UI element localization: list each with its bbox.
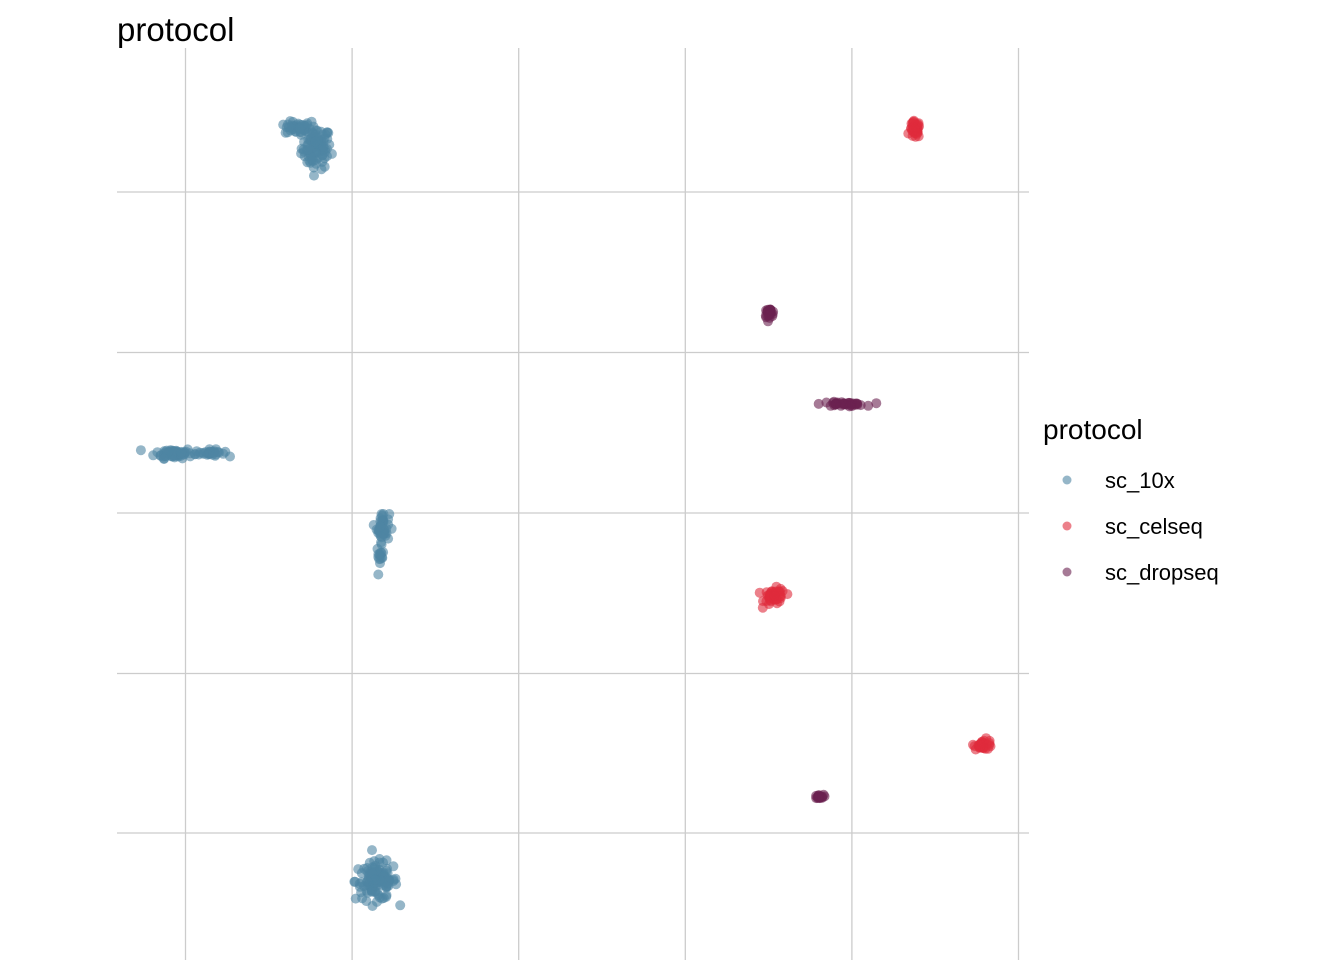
point-sc_10x [313,135,324,146]
point-sc_10x [135,445,146,456]
point-sc_10x [309,170,319,181]
point-sc_celseq [772,598,782,609]
point-sc_dropseq [830,398,841,409]
point-sc_10x [220,446,231,457]
legend-key-sc_10x [1062,475,1072,485]
point-sc_celseq [984,738,995,749]
point-sc_dropseq [871,398,882,409]
legend: protocol sc_10x sc_celseq sc_dropseq [1043,414,1219,585]
point-sc_celseq [764,599,774,610]
point-sc_10x [373,549,384,560]
point-sc_celseq [769,590,780,601]
legend-key-sc_dropseq [1062,567,1072,577]
point-sc_celseq [775,583,786,594]
point-sc_10x [367,845,377,856]
point-sc_10x [322,134,333,144]
point-sc_10x [395,900,406,911]
legend-label-sc_celseq: sc_celseq [1105,514,1203,539]
legend-label-sc_10x: sc_10x [1105,468,1175,493]
point-sc_dropseq [817,791,828,802]
point-sc_10x [376,532,387,543]
point-sc_10x [302,144,313,155]
data-points [135,115,996,911]
grid-lines [117,48,1029,960]
point-sc_10x [308,156,319,166]
point-sc_10x [159,454,169,464]
point-sc_10x [375,513,386,524]
point-sc_celseq [907,126,918,137]
point-sc_10x [369,856,380,867]
point-sc_dropseq [821,397,832,408]
point-sc_10x [176,447,187,458]
point-sc_10x [388,861,399,872]
point-sc_10x [375,521,386,532]
point-sc_10x [377,877,388,888]
point-sc_10x [317,156,328,167]
chart-title: protocol [117,11,234,48]
point-sc_10x [190,449,200,460]
point-sc_celseq [975,740,986,751]
point-sc_dropseq [863,400,874,411]
point-sc_dropseq [762,310,773,321]
point-sc_10x [362,876,373,887]
legend-key-sc_celseq [1062,521,1072,531]
point-sc_10x [373,569,384,580]
point-sc_celseq [761,587,772,598]
legend-title: protocol [1043,414,1143,445]
point-sc_dropseq [839,398,850,409]
point-sc_10x [283,122,294,133]
point-sc_dropseq [852,398,863,409]
legend-label-sc_dropseq: sc_dropseq [1105,560,1219,585]
point-sc_10x [381,891,392,902]
point-sc_dropseq [813,398,824,409]
point-sc_10x [349,876,360,887]
point-sc_10x [210,449,221,460]
point-sc_10x [295,123,306,134]
point-sc_10x [373,890,384,901]
